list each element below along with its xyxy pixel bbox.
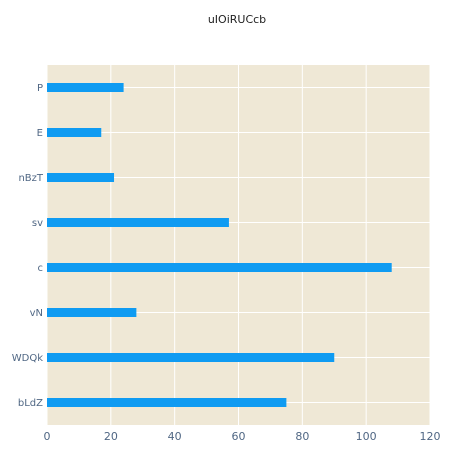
y-tick-label-e: E — [37, 128, 43, 139]
y-tick-label-c: c — [38, 263, 44, 274]
x-tick-label: 40 — [168, 430, 182, 443]
bars — [47, 83, 392, 407]
y-tick-label-vn: vN — [30, 308, 43, 319]
bar-wdqk — [47, 353, 335, 362]
y-tick-label-wdqk: WDQk — [12, 353, 43, 364]
bar-nbzt — [47, 173, 115, 182]
chart-title: uIOiRUCcb — [208, 13, 266, 26]
bar-e — [47, 128, 102, 137]
bar-p — [47, 83, 124, 92]
x-tick-label: 80 — [295, 430, 309, 443]
x-tick-label: 60 — [232, 430, 246, 443]
x-axis-tick-labels: 0 20 40 60 80 100 120 — [44, 430, 441, 443]
x-tick-label: 0 — [44, 430, 51, 443]
y-tick-label-p: P — [37, 83, 43, 94]
x-tick-label: 100 — [356, 430, 377, 443]
y-tick-label-nbzt: nBzT — [18, 173, 43, 184]
x-tick-label: 20 — [104, 430, 118, 443]
y-tick-label-bldz: bLdZ — [18, 398, 43, 409]
bar-bldz — [47, 398, 287, 407]
y-tick-label-sv: sv — [32, 218, 43, 229]
x-tick-label: 120 — [420, 430, 441, 443]
bar-vn — [47, 308, 137, 317]
bar-sv — [47, 218, 229, 227]
bar-c — [47, 263, 392, 272]
